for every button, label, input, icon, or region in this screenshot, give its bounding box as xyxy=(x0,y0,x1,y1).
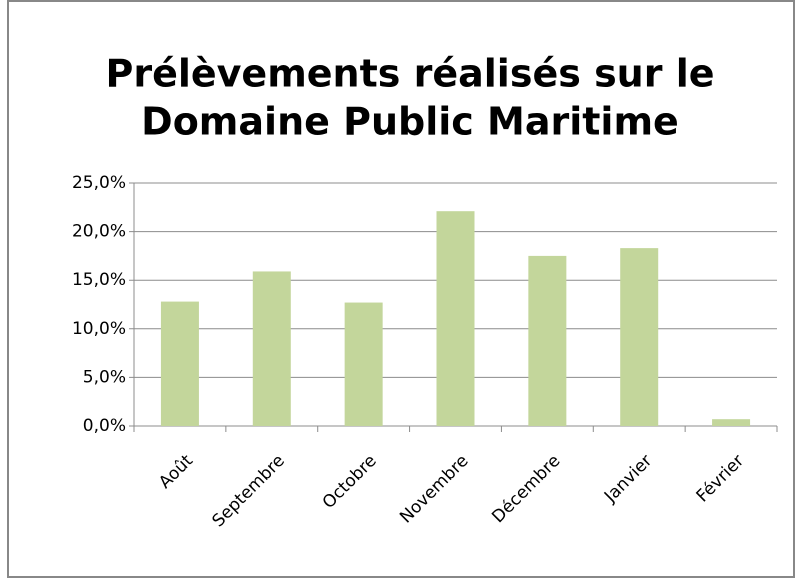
bar xyxy=(712,419,751,426)
bar xyxy=(160,301,199,426)
y-tick-label: 15,0% xyxy=(72,270,126,290)
bar xyxy=(620,248,659,426)
chart-title: Domaine Public Maritime xyxy=(141,100,679,144)
y-tick-label: 0,0% xyxy=(83,416,126,436)
y-tick-label: 5,0% xyxy=(83,367,126,387)
y-tick-label: 10,0% xyxy=(72,319,126,339)
bar xyxy=(344,302,383,426)
bar xyxy=(436,211,475,426)
chart-frame xyxy=(7,0,795,578)
y-tick-label: 20,0% xyxy=(72,222,126,242)
bar xyxy=(528,255,567,426)
bar xyxy=(252,271,291,426)
chart-title: Prélèvements réalisés sur le xyxy=(105,52,714,96)
y-tick-label: 25,0% xyxy=(72,173,126,193)
